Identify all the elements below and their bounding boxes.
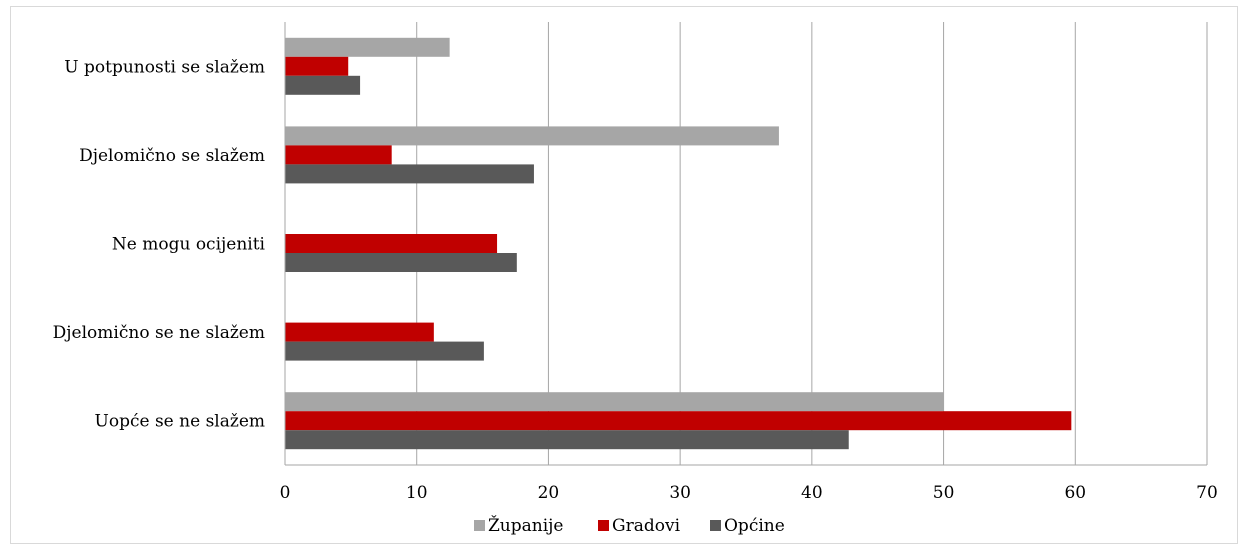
legend-label: Gradovi	[612, 516, 681, 536]
category-label: Uopće se ne slažem	[95, 412, 265, 432]
category-label: U potpunosti se slažem	[64, 57, 265, 77]
bar	[285, 126, 779, 146]
bar	[285, 322, 434, 342]
x-tick-label: 40	[801, 483, 823, 503]
category-labels: U potpunosti se slažem Djelomično se slaž…	[53, 57, 266, 431]
category-label: Ne mogu ocijeniti	[112, 235, 266, 255]
category-label: Djelomično se slažem	[79, 146, 265, 166]
x-tick-labels: 0 10 20 30 40 50 60 70	[280, 483, 1218, 503]
legend-swatch	[710, 520, 721, 531]
x-tick-label: 70	[1196, 483, 1218, 503]
legend-swatch	[474, 520, 485, 531]
bar	[285, 75, 361, 95]
bar	[285, 253, 517, 272]
x-tick-label: 30	[669, 483, 691, 503]
bars	[285, 37, 1072, 450]
bar	[285, 164, 534, 184]
chart-frame	[10, 6, 1238, 544]
axes	[284, 22, 1207, 466]
legend: Županije Gradovi Općine	[474, 515, 785, 536]
gridlines	[416, 22, 1208, 465]
legend-label: Županije	[488, 515, 564, 536]
x-tick-label: 0	[280, 483, 291, 503]
category-label: Djelomično se ne slažem	[53, 323, 265, 343]
x-tick-label: 50	[933, 483, 955, 503]
bar	[285, 234, 498, 253]
bar	[285, 392, 944, 412]
bar	[285, 145, 392, 165]
legend-label: Općine	[724, 516, 785, 536]
legend-swatch	[598, 520, 609, 531]
bar	[285, 56, 349, 76]
bar	[285, 37, 450, 57]
x-tick-label: 60	[1064, 483, 1086, 503]
bar	[285, 411, 1072, 431]
x-tick-label: 20	[538, 483, 560, 503]
bar	[285, 341, 484, 361]
bar	[285, 430, 849, 450]
x-tick-label: 10	[406, 483, 428, 503]
